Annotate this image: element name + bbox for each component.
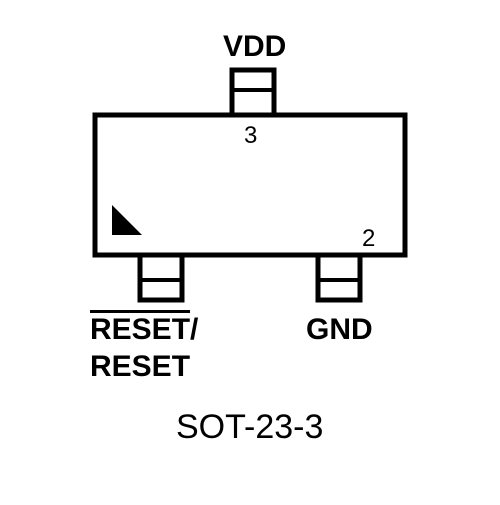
pin-3-label: VDD (223, 30, 286, 64)
pin-1-label-overline: RESET (90, 313, 190, 346)
pin-1-label-tail: / (190, 313, 198, 346)
pin-2-label: GND (306, 313, 373, 347)
pin-2-number: 2 (362, 225, 375, 253)
pin-1-label-top: RESET/ (90, 313, 198, 347)
pin-1-pad (140, 255, 182, 300)
pin-3-number: 3 (244, 122, 257, 150)
pin-2-pad (318, 255, 360, 300)
sot23-3-diagram: VDD 3 GND 2 RESET/ RESET SOT-23-3 (0, 0, 500, 500)
pin-1-label-bottom: RESET (90, 350, 190, 384)
pin-3-pad (232, 70, 274, 115)
package-title: SOT-23-3 (176, 408, 323, 447)
